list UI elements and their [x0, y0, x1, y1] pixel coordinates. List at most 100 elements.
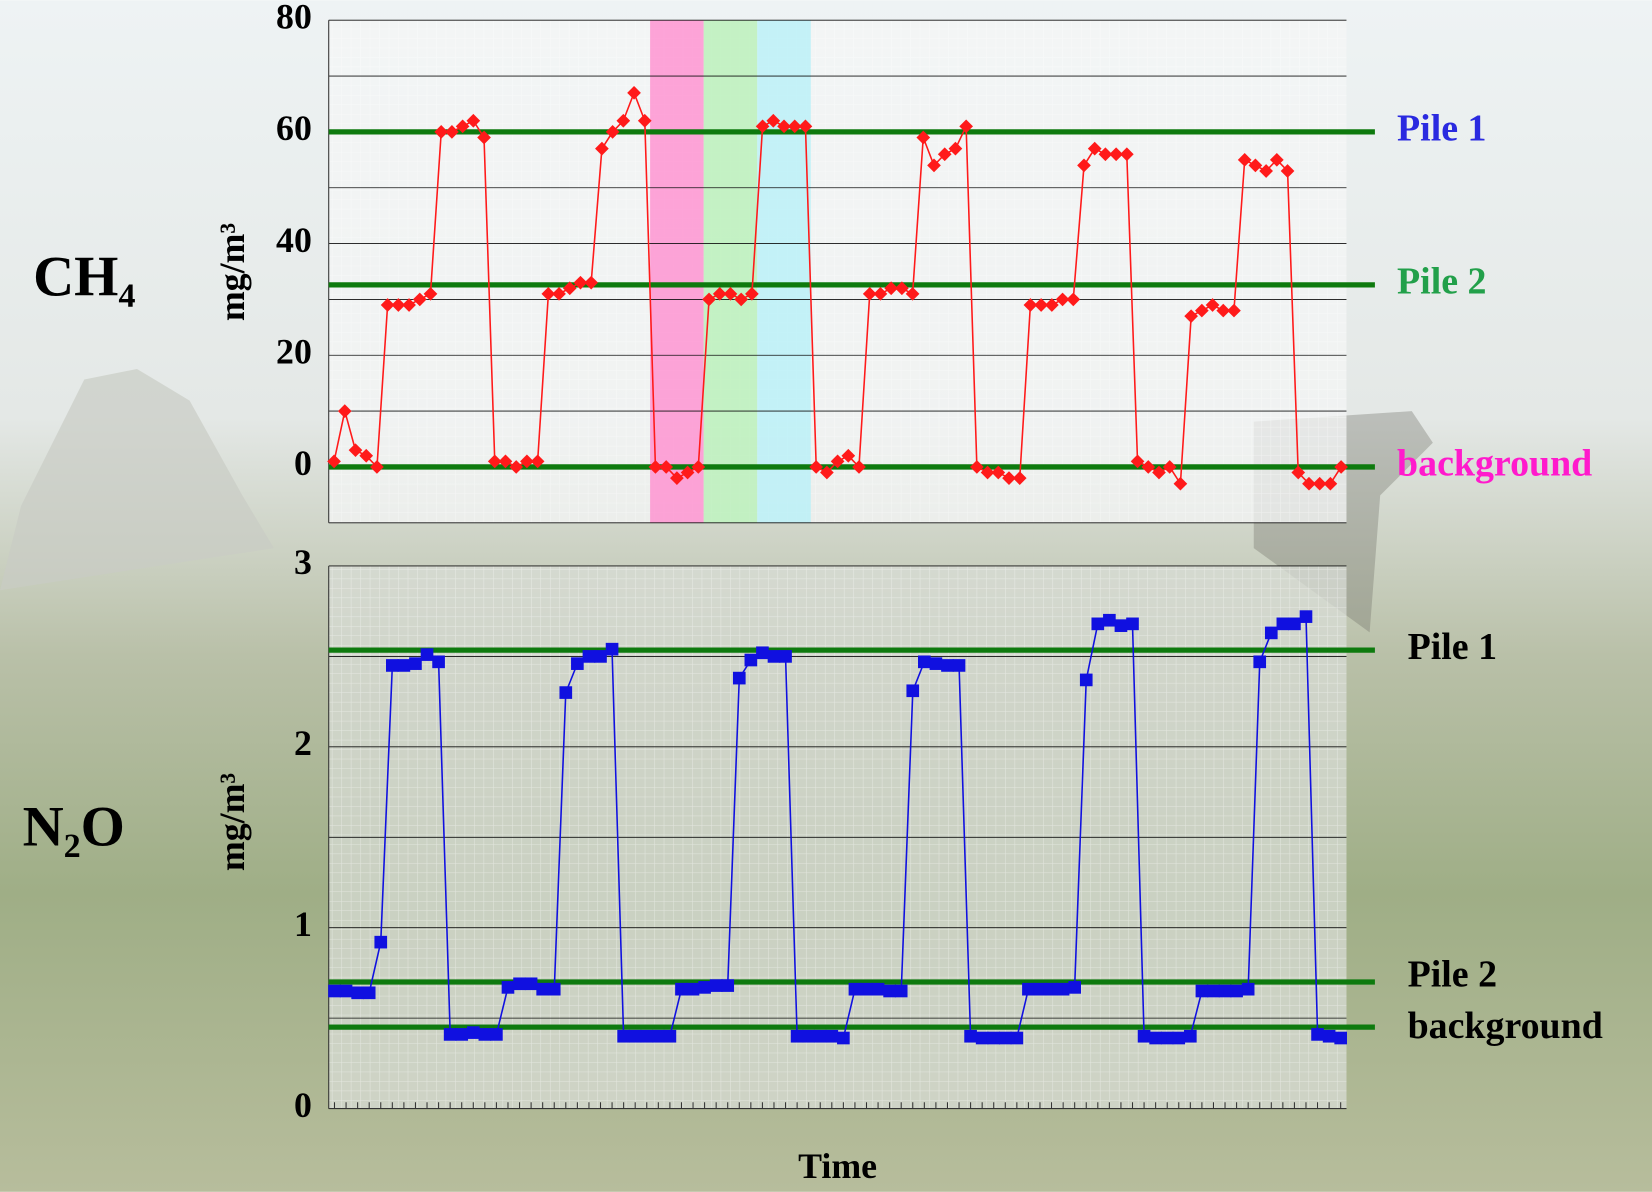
data-point: [825, 1029, 839, 1043]
reference-label: Pile 1: [1397, 108, 1486, 150]
data-point: [916, 130, 931, 145]
data-point: [1218, 984, 1232, 998]
data-point: [1002, 471, 1016, 485]
data-point: [1253, 655, 1267, 669]
y-tick-label: 20: [276, 331, 312, 371]
data-point: [709, 979, 723, 992]
data-point: [964, 1029, 977, 1043]
y-tick-label: 1: [294, 904, 312, 944]
data-point: [883, 984, 896, 998]
data-point: [862, 286, 877, 301]
data-point: [627, 85, 641, 100]
data-point: [374, 935, 388, 949]
data-point: [594, 650, 607, 663]
y-tick-label: 2: [294, 723, 312, 763]
data-point: [777, 119, 791, 134]
data-point: [894, 984, 908, 998]
data-point: [582, 650, 596, 663]
data-point: [1091, 617, 1105, 631]
data-point: [443, 1028, 457, 1041]
data-point: [663, 1029, 677, 1043]
data-point: [691, 460, 706, 474]
data-point: [659, 460, 674, 474]
data-point: [1184, 1029, 1197, 1043]
data-point: [380, 298, 395, 312]
data-point: [628, 1029, 642, 1043]
data-point: [498, 454, 513, 469]
data-point: [434, 125, 449, 139]
highlight-band: [703, 20, 758, 523]
data-point: [998, 1031, 1012, 1045]
data-point: [339, 984, 353, 998]
data-point: [927, 158, 941, 173]
data-point: [490, 1028, 503, 1041]
data-point: [524, 977, 538, 991]
data-point: [455, 119, 470, 134]
data-point: [1162, 460, 1177, 474]
data-point: [455, 1028, 469, 1041]
data-point: [1288, 617, 1301, 631]
data-point: [652, 1029, 665, 1043]
data-point: [1066, 292, 1081, 307]
data-point: [918, 655, 931, 669]
data-point: [1114, 619, 1128, 632]
data-point: [637, 113, 652, 128]
data-point: [1098, 147, 1113, 162]
data-point: [1205, 298, 1220, 312]
data-point: [530, 454, 545, 469]
data-point: [744, 653, 758, 667]
data-point: [905, 286, 920, 301]
data-point: [1322, 1029, 1336, 1043]
data-point: [698, 981, 711, 994]
data-point: [501, 981, 515, 994]
data-point: [466, 1026, 480, 1039]
data-point: [1010, 1031, 1024, 1045]
data-point: [848, 982, 862, 996]
y-axis-label: mg/m³: [212, 773, 252, 871]
data-point: [948, 141, 963, 156]
data-point: [536, 982, 549, 996]
data-point: [1045, 298, 1059, 312]
data-point: [1230, 984, 1243, 998]
data-point: [1172, 1031, 1186, 1045]
data-point: [1227, 303, 1241, 318]
plots: 0 20 40 60 80 Pile 1 Pile 2 background CH₄ mg/m³ 0…: [23, 0, 1603, 1186]
data-point: [351, 986, 364, 1000]
data-point: [1141, 460, 1156, 474]
data-point: [359, 448, 374, 463]
data-point: [813, 1029, 827, 1043]
data-point: [547, 982, 561, 996]
data-point: [397, 659, 411, 672]
data-point: [1056, 982, 1070, 996]
data-point: [1299, 610, 1313, 623]
gas-label: CH₄: [33, 246, 135, 309]
data-point: [906, 684, 920, 698]
reference-label: background: [1408, 1005, 1603, 1047]
data-point: [937, 147, 952, 162]
data-point: [423, 286, 438, 301]
reference-label: Pile 2: [1408, 953, 1497, 995]
data-point: [573, 275, 588, 290]
data-point: [520, 454, 534, 469]
data-point: [1034, 298, 1048, 312]
data-point: [1045, 982, 1058, 996]
data-point: [1334, 1031, 1348, 1045]
data-point: [370, 460, 384, 474]
data-point: [559, 686, 573, 699]
data-point: [959, 119, 973, 134]
data-point: [1248, 158, 1263, 173]
data-point: [1184, 309, 1198, 324]
data-point: [852, 460, 866, 474]
reference-label: Pile 2: [1397, 261, 1486, 303]
data-point: [513, 977, 526, 991]
data-point: [712, 286, 727, 301]
data-point: [929, 657, 943, 670]
data-point: [809, 460, 824, 474]
data-point: [975, 1031, 989, 1045]
data-point: [362, 986, 376, 1000]
data-point: [802, 1029, 815, 1043]
data-point: [1119, 147, 1134, 162]
y-tick-label: 3: [294, 542, 312, 582]
data-point: [605, 642, 619, 656]
data-point: [1103, 613, 1116, 627]
